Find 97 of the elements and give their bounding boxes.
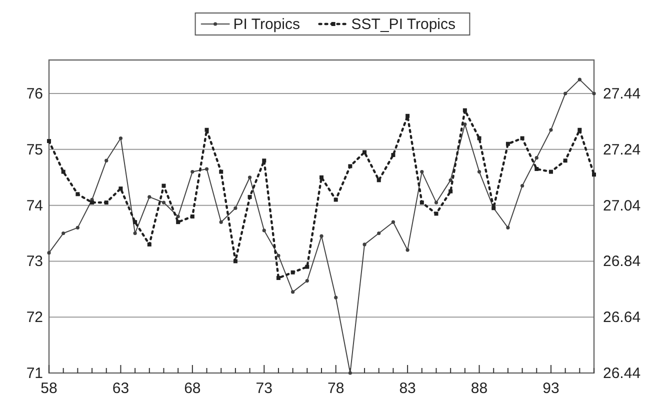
point	[548, 170, 553, 174]
point	[362, 150, 367, 154]
point	[420, 200, 424, 205]
point	[592, 92, 596, 96]
point	[320, 175, 324, 180]
y2-tick-label: 26.44	[603, 365, 641, 382]
x-tick-label: 63	[112, 380, 130, 397]
y-tick-label: 72	[26, 309, 43, 326]
point	[391, 153, 396, 158]
point	[233, 259, 238, 264]
point	[420, 170, 424, 174]
point	[462, 108, 467, 112]
point	[348, 371, 352, 375]
point	[578, 78, 582, 82]
y2-tick-label: 27.24	[603, 141, 641, 158]
point	[362, 242, 366, 246]
point	[162, 200, 166, 204]
y-tick-label: 75	[26, 141, 43, 158]
x-tick-label: 68	[184, 380, 201, 397]
point	[262, 228, 266, 232]
point	[61, 170, 66, 174]
point	[534, 166, 539, 171]
point	[291, 290, 295, 294]
point	[118, 136, 123, 140]
point	[592, 172, 596, 177]
point	[434, 212, 438, 216]
point	[248, 194, 252, 199]
point	[90, 200, 94, 205]
point	[219, 170, 224, 174]
point	[506, 226, 510, 230]
y-tick-label: 71	[26, 365, 43, 382]
point	[563, 158, 568, 163]
y2-tick-label: 26.84	[603, 253, 641, 270]
point	[190, 170, 194, 174]
point	[305, 278, 309, 283]
point	[549, 128, 553, 132]
point	[104, 158, 108, 162]
point	[204, 167, 209, 171]
point	[133, 220, 138, 224]
point	[520, 184, 524, 188]
point	[578, 128, 582, 132]
point	[234, 206, 238, 210]
point	[334, 198, 338, 202]
point	[290, 270, 295, 274]
x-tick-label: 83	[399, 380, 416, 397]
point	[377, 231, 381, 236]
x-tick-label: 93	[542, 380, 560, 397]
point	[148, 195, 152, 199]
point	[276, 254, 280, 258]
point	[76, 192, 80, 196]
point	[62, 231, 66, 236]
point	[463, 122, 467, 126]
point	[391, 220, 396, 224]
point	[204, 128, 209, 132]
point	[190, 214, 194, 218]
point	[248, 176, 252, 180]
point	[47, 251, 51, 255]
y2-tick-label: 27.44	[603, 86, 641, 103]
x-tick-label: 78	[328, 380, 344, 397]
point	[376, 178, 381, 182]
point	[47, 139, 51, 144]
point	[276, 276, 280, 280]
point	[348, 164, 352, 168]
point	[305, 264, 310, 269]
point	[434, 200, 438, 204]
point	[162, 184, 166, 188]
x-tick-label: 58	[40, 380, 58, 397]
point	[219, 220, 223, 224]
point	[406, 248, 410, 252]
x-tick-label: 73	[256, 380, 272, 397]
point	[334, 296, 338, 300]
point	[147, 242, 152, 246]
point	[448, 178, 452, 182]
y-tick-label: 73	[26, 253, 43, 270]
x-tick-label: 88	[470, 380, 488, 397]
point	[506, 142, 510, 146]
point	[564, 92, 568, 96]
point	[448, 189, 453, 194]
point	[477, 170, 482, 174]
point	[104, 200, 108, 205]
y-tick-label: 74	[26, 197, 43, 214]
point	[262, 158, 266, 163]
point	[76, 226, 80, 230]
point	[176, 220, 180, 224]
y2-tick-label: 27.04	[603, 197, 641, 214]
y-tick-label: 76	[26, 86, 43, 103]
point	[520, 136, 524, 140]
y2-tick-label: 26.64	[603, 309, 641, 326]
point	[534, 156, 538, 160]
legend-label: SST_PI Tropics	[351, 16, 456, 33]
point	[406, 114, 410, 118]
point	[118, 186, 123, 191]
point	[176, 214, 180, 218]
point	[477, 136, 482, 140]
legend-label: PI Tropics	[233, 16, 300, 33]
point	[320, 234, 324, 238]
point	[133, 231, 137, 236]
